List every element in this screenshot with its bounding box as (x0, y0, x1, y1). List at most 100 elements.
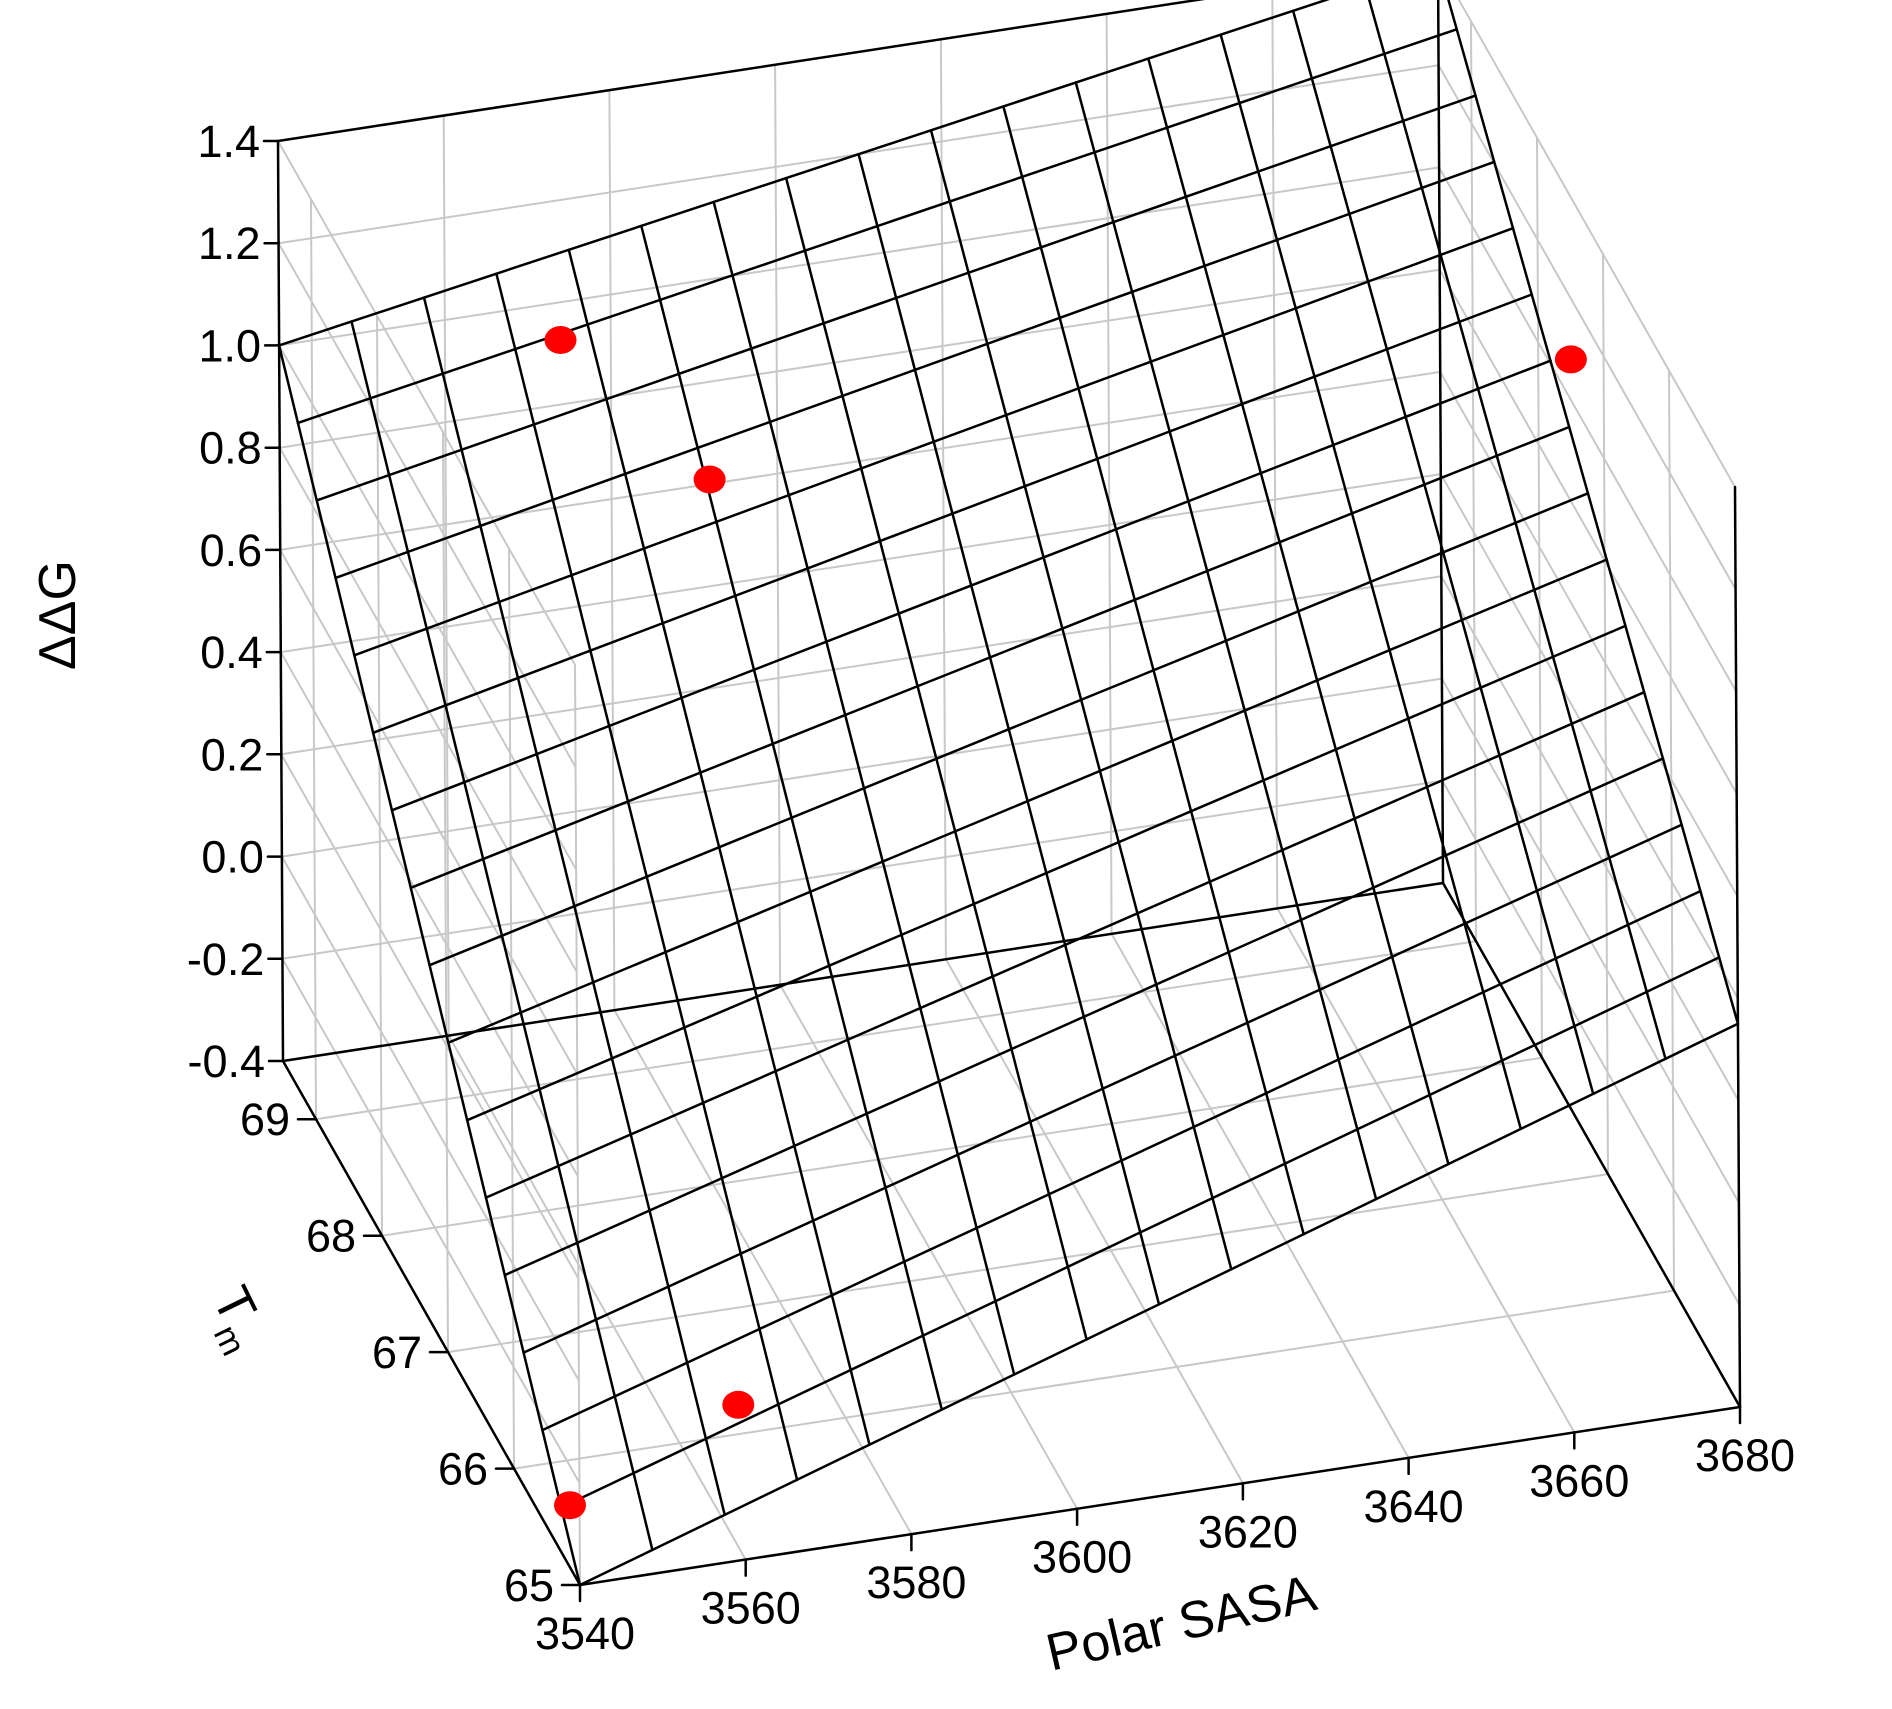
rightwall-gridline-z (1438, 268, 1738, 795)
frame-edge (1733, 485, 1742, 1409)
x-tick-label: 3640 (1364, 1481, 1464, 1532)
z-tick-label: 0.4 (200, 627, 263, 678)
leftwall-gridline-y (442, 431, 449, 1354)
rightwall-gridline-z (1439, 473, 1739, 1000)
surface-gridline-y (409, 425, 1571, 890)
backwall-gridline-x (1271, 0, 1279, 910)
rightwall-gridline-z (1437, 64, 1737, 591)
leftwall-gridline-y (310, 198, 317, 1121)
z-tick-label: 0.6 (200, 525, 263, 576)
z-axis-title: ΔΔG (29, 560, 87, 670)
floor-gridline-x (1276, 907, 1576, 1434)
rightwall-gridline-z (1438, 166, 1738, 693)
frame-edge (1441, 881, 1742, 1409)
data-point (693, 465, 726, 494)
y-tick-label: 68 (306, 1211, 356, 1262)
surface-gridline-y (428, 492, 1590, 967)
rightwall-gridline-z (1441, 779, 1741, 1306)
backwall-gridline-x (442, 114, 450, 1037)
floor-gridline-x (779, 983, 1079, 1510)
rightwall-gridline-y (1602, 253, 1609, 1176)
leftwall-gridline-z (279, 548, 579, 1075)
surface-gridline-y (559, 956, 1721, 1509)
surface-gridline-y (484, 690, 1646, 1199)
backwall-gridline-x (1105, 12, 1113, 935)
backwall-gridline-z (280, 677, 1443, 858)
rightwall-gridline-z (1439, 370, 1739, 897)
backwall-gridline-z (278, 268, 1441, 449)
backwall-gridline-z (280, 575, 1443, 756)
backwall-gridline-x (939, 38, 947, 961)
y-axis-title: Tm (192, 1278, 279, 1362)
surface-gridline-y (277, 0, 1330, 347)
surface-gridline-y (447, 558, 1608, 1044)
data-point (554, 1491, 586, 1520)
leftwall-gridline-y (508, 547, 515, 1470)
y-tick-label: 69 (240, 1094, 290, 1145)
surface-gridline-y (353, 226, 1515, 657)
surface-gridline-y (541, 889, 1702, 1432)
axis-frame (276, 0, 1742, 1587)
y-tick-label: 66 (438, 1444, 488, 1495)
z-tick-label: -0.4 (187, 1036, 265, 1087)
tick-labels: -0.4 -0.2 0.0 0.2 0.4 0.6 0.8 1.0 1.2 1.4 65 66 67 68… (187, 116, 1795, 1659)
surface-gridline-y (315, 94, 1477, 502)
surface-gridline-y (296, 28, 1458, 425)
rightwall-gridline-z (1440, 677, 1740, 1204)
z-tick-label: 1.2 (198, 218, 261, 269)
backwall-gridline-z (279, 473, 1442, 654)
frame-edge (578, 1405, 1742, 1587)
surface-gridline-y (503, 757, 1665, 1277)
floor-gridline-x (447, 1034, 747, 1561)
z-tick-label: 0.2 (201, 729, 264, 780)
fitted-surface (277, 0, 1740, 1587)
leftwall-gridline-z (277, 140, 576, 666)
leftwall-gridline-y (376, 314, 383, 1237)
leftwall-gridline-z (279, 651, 579, 1178)
x-tick-label: 3600 (1032, 1532, 1132, 1583)
surface-gridline-y (578, 1022, 1740, 1587)
data-point (544, 326, 577, 354)
leftwall-gridline-z (280, 753, 580, 1280)
rightwall-gridline-z (1440, 575, 1740, 1102)
frame-edge (281, 1059, 582, 1587)
floor-gridline-x (1110, 932, 1410, 1459)
frame-edge (276, 0, 1206, 143)
leftwall-gridline-z (278, 344, 578, 871)
floor-gridline-y (447, 1173, 1609, 1354)
floor-gridline-x (944, 958, 1244, 1485)
data-points (544, 326, 1587, 1520)
z-tick-label: 0.8 (199, 423, 262, 474)
rightwall-gridline-z (1457, 0, 1736, 488)
floor-gridline-y (513, 1289, 1675, 1470)
leftwall-gridline-z (278, 446, 578, 973)
x-tick-label: 3660 (1529, 1455, 1629, 1506)
leftwall-gridline-z (280, 855, 580, 1382)
x-tick-label: 3620 (1198, 1506, 1298, 1557)
backwall-gridline-x (608, 89, 616, 1012)
floor-gridline-y (381, 1056, 1543, 1237)
surface-gridline-x (1447, 0, 1740, 1025)
z-tick-label: 1.0 (199, 320, 262, 371)
frame-edge (276, 139, 285, 1063)
frame-edge (1436, 0, 1445, 885)
z-tick-label: -0.2 (187, 934, 265, 985)
data-point (1554, 345, 1587, 374)
floor-gridline-x (613, 1009, 913, 1536)
wall-gridlines (277, 0, 1741, 1586)
z-tick-label: 1.4 (197, 116, 260, 167)
x-tick-label: 3580 (866, 1557, 966, 1608)
z-tick-label: 0.0 (201, 832, 264, 883)
surface-gridline-y (334, 160, 1496, 580)
surface-gridline-y (522, 823, 1683, 1354)
leftwall-gridline-z (281, 957, 581, 1484)
surface-gridline-y (390, 359, 1552, 812)
rightwall-gridline-y (1470, 20, 1477, 943)
x-tick-label: 3560 (701, 1583, 801, 1634)
y-tick-label: 65 (504, 1560, 554, 1611)
floor-gridline-y (315, 940, 1477, 1121)
y-tick-label: 67 (372, 1327, 422, 1378)
surface-gridline-y (371, 293, 1533, 735)
